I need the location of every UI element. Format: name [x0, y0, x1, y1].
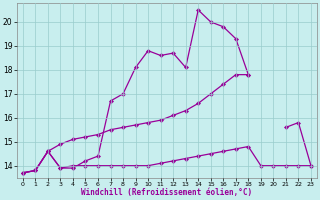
X-axis label: Windchill (Refroidissement éolien,°C): Windchill (Refroidissement éolien,°C) — [81, 188, 252, 197]
